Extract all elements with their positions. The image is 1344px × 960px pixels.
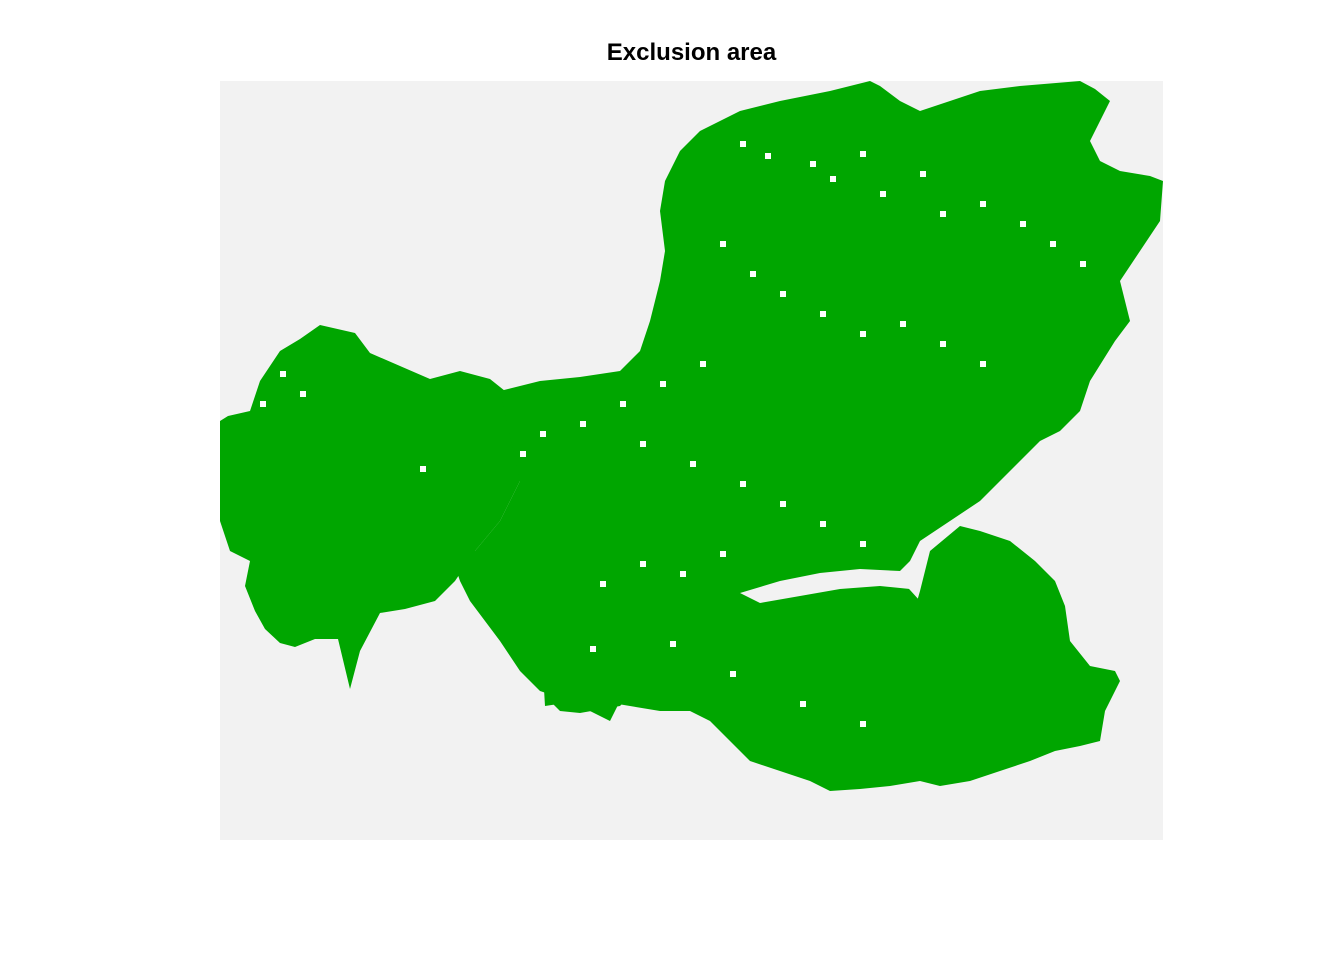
exclusion-central-body xyxy=(450,81,1163,721)
exclusion-southeast-lobe xyxy=(895,526,1120,786)
exclusion-west-lobe xyxy=(220,325,520,689)
exclusion-raster xyxy=(220,81,1163,791)
plot-title: Exclusion area xyxy=(606,39,777,66)
map-panel xyxy=(220,81,1163,840)
inner-gap xyxy=(740,569,920,603)
exclusion-south-block xyxy=(540,579,1020,791)
exclusion-southwest-block xyxy=(540,621,645,713)
exclusion-holes xyxy=(260,141,1086,727)
raster-map xyxy=(220,81,1163,840)
